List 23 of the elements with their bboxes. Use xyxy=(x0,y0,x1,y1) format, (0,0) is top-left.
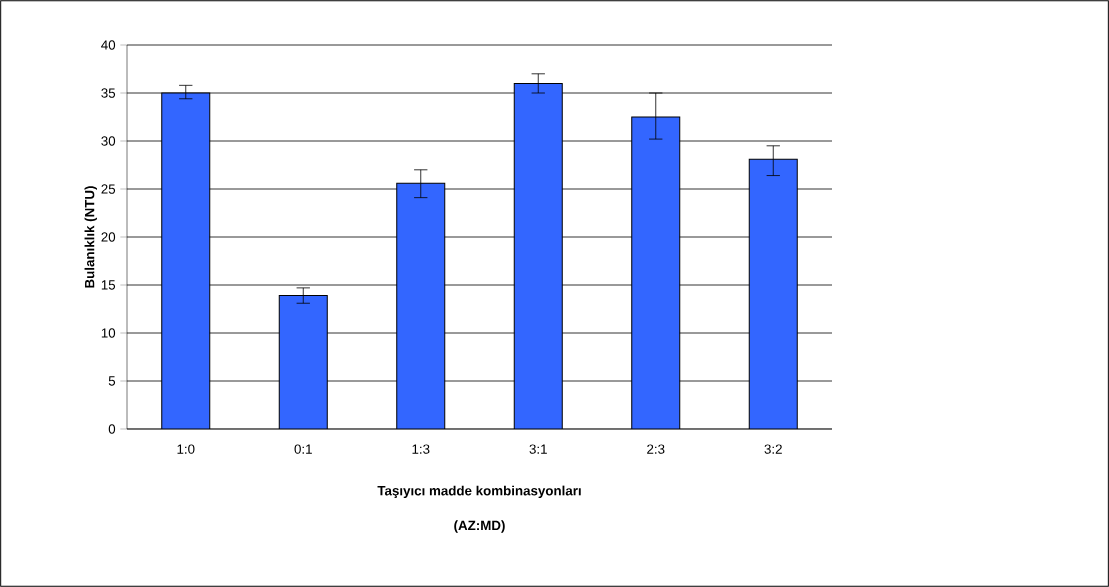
bar xyxy=(748,158,798,429)
bar xyxy=(161,92,211,429)
x-tick-label: 0:1 xyxy=(294,444,312,454)
y-axis-title: Bulanıklık (NTU) xyxy=(84,186,97,288)
text: Taşıyıcı madde kombinasyonları (AZ:MD) xyxy=(377,485,581,533)
bar xyxy=(513,82,563,429)
y-tick-label: 15 xyxy=(101,280,116,290)
bar xyxy=(278,295,328,429)
x-tick-label: 3:1 xyxy=(529,444,547,454)
x-tick-label: 3:2 xyxy=(764,444,782,454)
bar xyxy=(631,116,681,429)
y-tick-label: 20 xyxy=(101,232,116,242)
y-tick-label: 30 xyxy=(101,136,116,146)
y-tick-label: 40 xyxy=(101,40,116,50)
x-tick-label: 2:3 xyxy=(647,444,665,454)
x-tick-label: 1:3 xyxy=(412,444,430,454)
y-tick-label: 0 xyxy=(108,424,116,434)
x-tick-label: 1:0 xyxy=(177,444,195,454)
y-tick-label: 10 xyxy=(101,328,116,338)
y-tick-label: 5 xyxy=(108,376,116,386)
bar xyxy=(396,182,446,429)
y-tick-label: 35 xyxy=(101,88,116,98)
y-tick-label: 25 xyxy=(101,184,116,194)
